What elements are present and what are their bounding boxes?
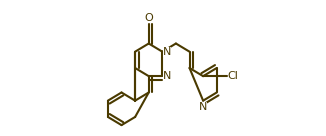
Text: N: N: [163, 71, 171, 81]
Text: N: N: [199, 102, 207, 112]
Text: N: N: [163, 47, 171, 57]
Text: Cl: Cl: [228, 71, 239, 81]
Text: O: O: [144, 13, 153, 23]
